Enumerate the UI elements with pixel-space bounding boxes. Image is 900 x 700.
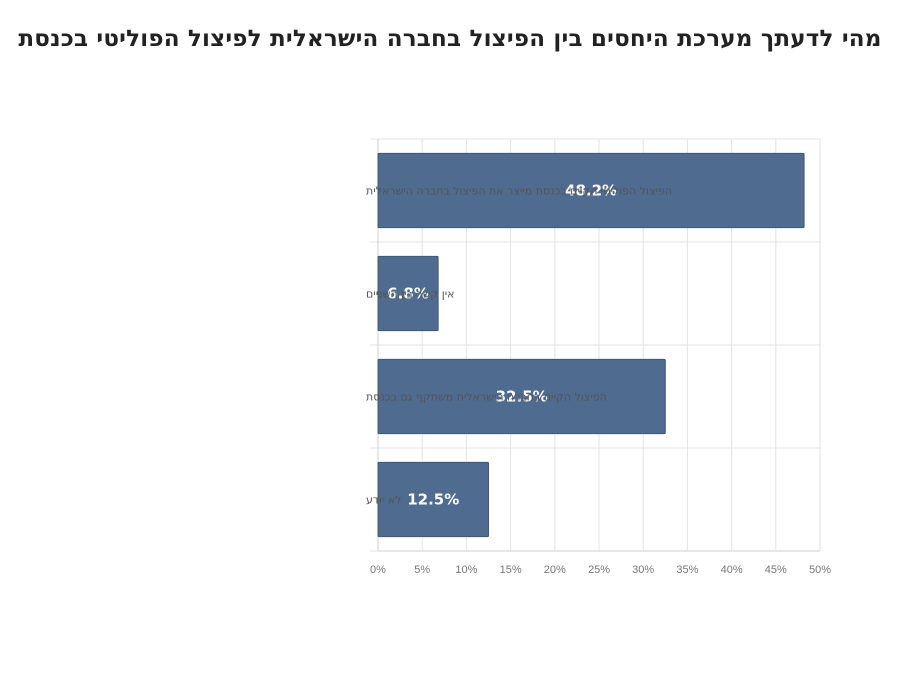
x-tick-label: 40%: [721, 564, 743, 576]
category-label: הפיצול הקיים בחברה הישראלית משתקף גם בכנ…: [366, 391, 607, 404]
bar: [377, 461, 489, 538]
x-tick-label: 20%: [544, 564, 566, 576]
data-label: 48.2%: [565, 182, 617, 200]
x-tick-label: 45%: [765, 564, 787, 576]
category-label: אין קשר בין השניים: [366, 288, 455, 301]
category-label: הפיצול הפוליטי הקיים בכנסת מייצר את הפיצ…: [366, 185, 672, 198]
x-tick-label: 0%: [370, 564, 386, 576]
data-label: 6.8%: [387, 285, 429, 303]
data-label: 32.5%: [496, 388, 548, 406]
data-label: 12.5%: [407, 491, 459, 509]
category-label: לא יודע: [366, 494, 401, 507]
x-tick-label: 25%: [588, 564, 610, 576]
bar: [377, 152, 805, 229]
bar: [377, 358, 666, 435]
x-tick-label: 10%: [455, 564, 477, 576]
bar: [377, 255, 439, 332]
x-tick-label: 15%: [500, 564, 522, 576]
chart-title: מהי לדעתך מערכת היחסים בין הפיצול בחברה …: [18, 26, 882, 52]
x-tick-label: 50%: [809, 564, 831, 576]
x-tick-label: 5%: [414, 564, 430, 576]
x-tick-label: 35%: [676, 564, 698, 576]
x-tick-label: 30%: [632, 564, 654, 576]
